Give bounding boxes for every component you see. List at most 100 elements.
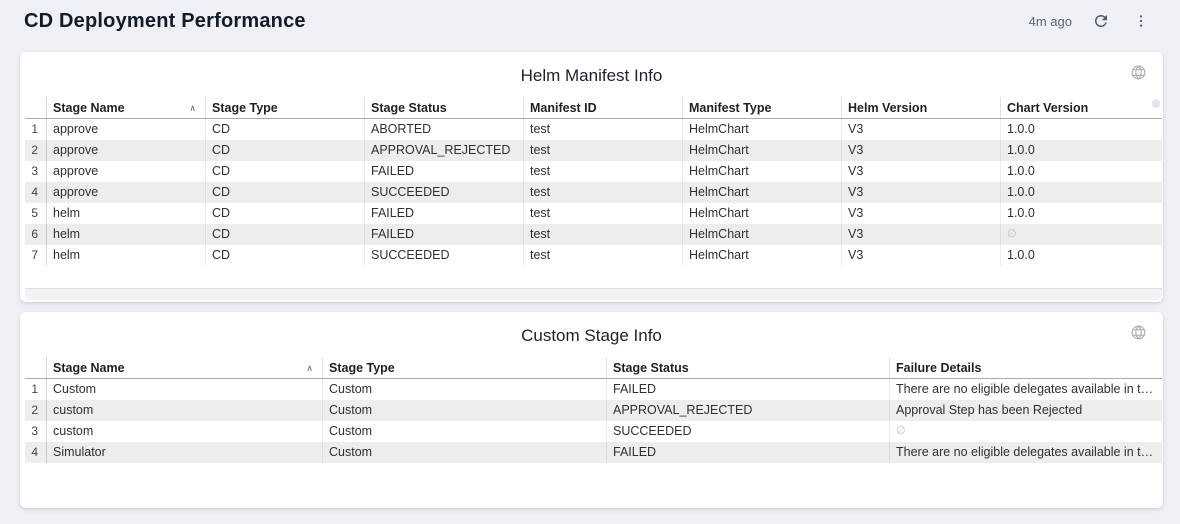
table-cell: test [524,140,683,161]
table-cell: CD [206,203,365,224]
table-cell: HelmChart [683,140,842,161]
table-cell: CD [206,140,365,161]
table-row[interactable]: 4 Simulator Custom FAILED There are no eligi… [25,442,1162,463]
table-cell: CD [206,224,365,245]
table-row[interactable]: 5 helm CD FAILED test HelmChart V3 1.0.0 [25,203,1162,224]
column-header[interactable]: Helm Version [842,97,1001,118]
table-cell: helm [47,203,206,224]
column-header[interactable]: Failure Details [890,357,1162,378]
table-cell: SUCCEEDED [365,182,524,203]
table-cell: HelmChart [683,119,842,140]
row-number: 3 [25,161,47,182]
table-cell: test [524,203,683,224]
table-cell: CD [206,161,365,182]
table-cell: test [524,224,683,245]
row-number: 6 [25,224,47,245]
table-cell: V3 [842,119,1001,140]
table-cell: V3 [842,224,1001,245]
sort-asc-icon[interactable]: ∧ [306,362,313,373]
column-header-label: Stage Name [53,360,125,375]
column-header[interactable]: Stage Status [607,357,890,378]
row-number: 1 [25,119,47,140]
column-header[interactable]: Manifest Type [683,97,842,118]
table-cell: CD [206,119,365,140]
table-cell: There are no eligible delegates availabl… [896,445,1162,459]
table-cell: 1.0.0 [1007,143,1035,157]
table-cell: 1.0.0 [1007,164,1035,178]
table-cell: Simulator [47,442,323,463]
table-cell: Custom [47,379,323,400]
table-row[interactable]: 7 helm CD SUCCEEDED test HelmChart V3 1.0.0 [25,245,1162,266]
column-header-label: Stage Name [53,100,125,115]
column-header-label: Stage Type [212,100,278,115]
table-cell: test [524,119,683,140]
table-cell: ∅ [1007,228,1017,240]
table-cell: Approval Step has been Rejected [896,403,1083,417]
column-header[interactable]: Stage Type [323,357,607,378]
table-row[interactable]: 1 approve CD ABORTED test HelmChart V3 1.0.0 [25,119,1162,140]
column-header[interactable]: Stage Name ∧ [47,357,323,378]
table-cell: 1.0.0 [1007,206,1035,220]
page-header: CD Deployment Performance 4m ago [0,0,1180,42]
row-number: 4 [25,442,47,463]
table-cell: HelmChart [683,245,842,266]
column-header[interactable]: Manifest ID [524,97,683,118]
card-title: Custom Stage Info [521,326,662,345]
table-row[interactable]: 6 helm CD FAILED test HelmChart V3 ∅ [25,224,1162,245]
row-number: 2 [25,140,47,161]
kebab-menu-icon[interactable] [1126,6,1156,36]
column-header-label: Manifest Type [689,100,772,115]
refresh-icon[interactable] [1086,6,1116,36]
table-cell: Custom [323,442,607,463]
column-header[interactable]: Chart Version [1001,97,1162,118]
globe-icon[interactable] [1130,324,1147,341]
table-header-row: Stage Name ∧ Stage Type Stage Status Failure… [25,357,1162,379]
table-cell: There are no eligible delegates availabl… [896,382,1162,396]
row-number: 5 [25,203,47,224]
table-cell: Custom [323,400,607,421]
row-number: 7 [25,245,47,266]
column-header-label: Helm Version [848,100,928,115]
last-refreshed-label: 4m ago [1028,13,1072,29]
table-cell: SUCCEEDED [607,421,890,442]
table-cell: 1.0.0 [1007,122,1035,136]
sort-asc-icon[interactable]: ∧ [189,102,196,113]
table-cell: V3 [842,161,1001,182]
table-cell: FAILED [365,203,524,224]
table-cell: HelmChart [683,161,842,182]
column-header[interactable]: Stage Name ∧ [47,97,206,118]
table-cell: APPROVAL_REJECTED [607,400,890,421]
horizontal-scrollbar[interactable] [25,288,1162,300]
table-row[interactable]: 1 Custom Custom FAILED There are no eligible… [25,379,1162,400]
page-title: CD Deployment Performance [24,9,306,32]
row-number: 1 [25,379,47,400]
row-number: 4 [25,182,47,203]
table-cell: V3 [842,203,1001,224]
table-row[interactable]: 3 approve CD FAILED test HelmChart V3 1.0.0 [25,161,1162,182]
table-cell: Custom [323,421,607,442]
table-cell: helm [47,224,206,245]
table-header-row: Stage Name ∧ Stage Type Stage Status Manifes… [25,97,1162,119]
table-cell: test [524,161,683,182]
table-cell: SUCCEEDED [365,245,524,266]
table-cell: approve [47,161,206,182]
table-row[interactable]: 3 custom Custom SUCCEEDED ∅ [25,421,1162,442]
table-row[interactable]: 2 custom Custom APPROVAL_REJECTED Approval S… [25,400,1162,421]
column-header[interactable]: Stage Type [206,97,365,118]
custom-stage-table: Stage Name ∧ Stage Type Stage Status Failure… [25,357,1162,463]
table-cell: FAILED [365,161,524,182]
column-header-label: Manifest ID [530,100,597,115]
vertical-scrollbar-thumb[interactable] [1152,99,1160,108]
table-cell: approve [47,182,206,203]
column-header-label: Stage Status [613,360,689,375]
table-cell: APPROVAL_REJECTED [365,140,524,161]
table-row[interactable]: 4 approve CD SUCCEEDED test HelmChart V3 1.0.0 [25,182,1162,203]
column-header[interactable]: Stage Status [365,97,524,118]
column-header-label: Stage Status [371,100,447,115]
table-cell: ABORTED [365,119,524,140]
column-header-label: Chart Version [1007,100,1089,115]
globe-icon[interactable] [1130,64,1147,81]
table-cell: approve [47,119,206,140]
row-number: 3 [25,421,47,442]
table-row[interactable]: 2 approve CD APPROVAL_REJECTED test HelmChart… [25,140,1162,161]
